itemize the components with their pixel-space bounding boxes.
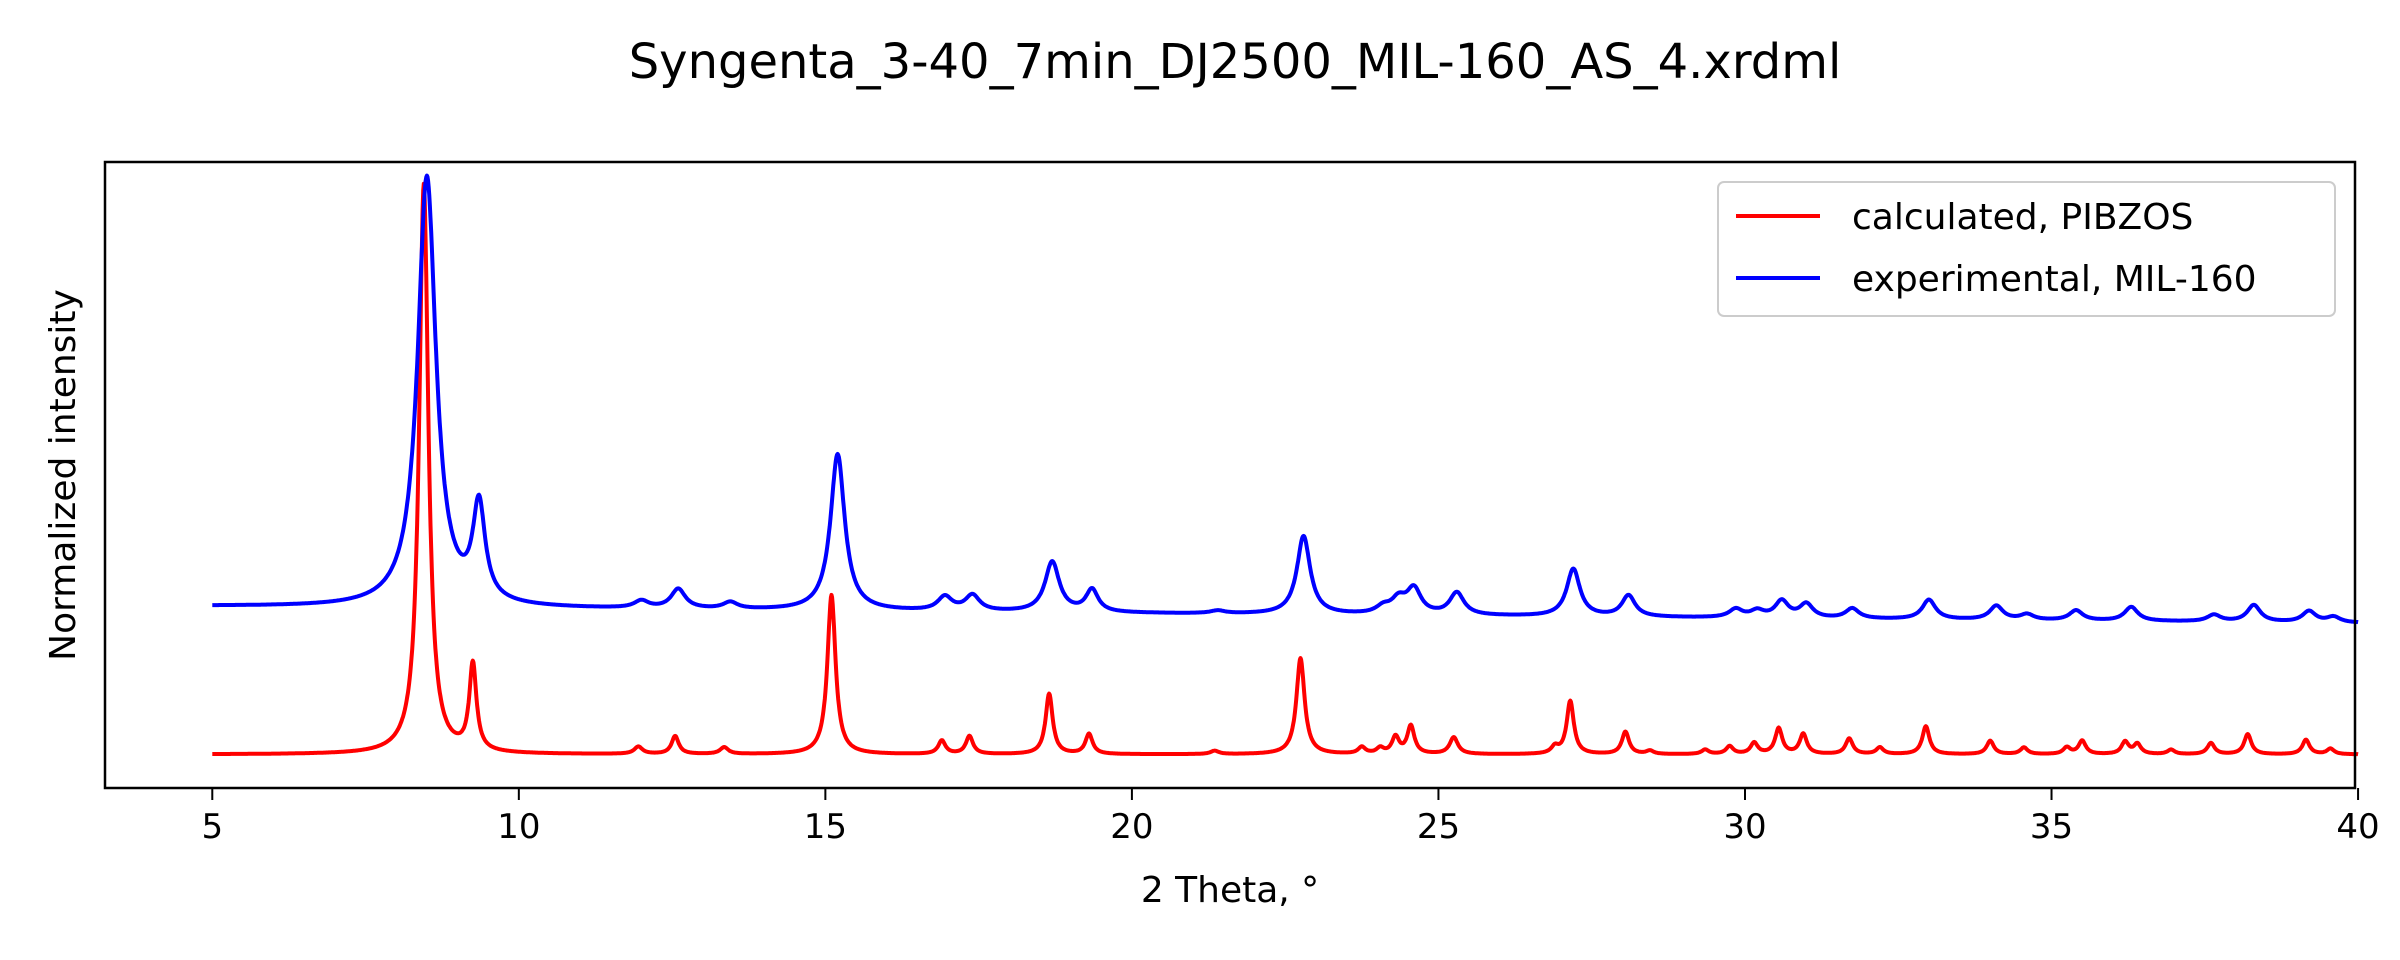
- series-line-calculated: [210, 181, 2360, 757]
- y-axis-label: Normalized intensity: [43, 289, 84, 661]
- legend-label-calculated: calculated, PIBZOS: [1852, 197, 2193, 238]
- chart-title: Syngenta_3-40_7min_DJ2500_MIL-160_AS_4.x…: [629, 34, 1842, 90]
- plot-lines: [210, 173, 2360, 757]
- x-tick-label: 25: [1417, 807, 1460, 847]
- x-tick-label: 40: [2336, 807, 2379, 847]
- x-tick-label: 15: [804, 807, 847, 847]
- x-tick-label: 5: [201, 807, 223, 847]
- x-tick-label: 35: [2030, 807, 2073, 847]
- legend-label-experimental: experimental, MIL-160: [1852, 259, 2257, 300]
- legend: calculated, PIBZOS experimental, MIL-160: [1717, 181, 2336, 317]
- legend-box: [1717, 181, 2336, 317]
- series-line-experimental: [210, 173, 2360, 625]
- plot-frame: [103, 160, 2357, 790]
- x-axis-label: 2 Theta, °: [1141, 870, 1319, 911]
- x-tick-label: 30: [1723, 807, 1766, 847]
- x-tick-label: 20: [1110, 807, 1153, 847]
- x-axis-ticks: 5 10 15 20 25 30 35 40: [201, 788, 2380, 847]
- x-tick-label: 10: [497, 807, 540, 847]
